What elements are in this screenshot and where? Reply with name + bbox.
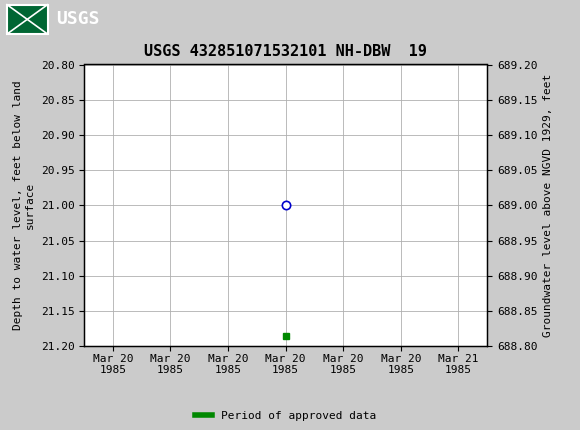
Y-axis label: Groundwater level above NGVD 1929, feet: Groundwater level above NGVD 1929, feet — [543, 74, 553, 337]
Legend: Period of approved data: Period of approved data — [191, 406, 380, 425]
Y-axis label: Depth to water level, feet below land
surface: Depth to water level, feet below land su… — [13, 80, 35, 330]
Title: USGS 432851071532101 NH-DBW  19: USGS 432851071532101 NH-DBW 19 — [144, 44, 427, 59]
Bar — [7, 5, 48, 34]
Text: USGS: USGS — [56, 10, 100, 28]
